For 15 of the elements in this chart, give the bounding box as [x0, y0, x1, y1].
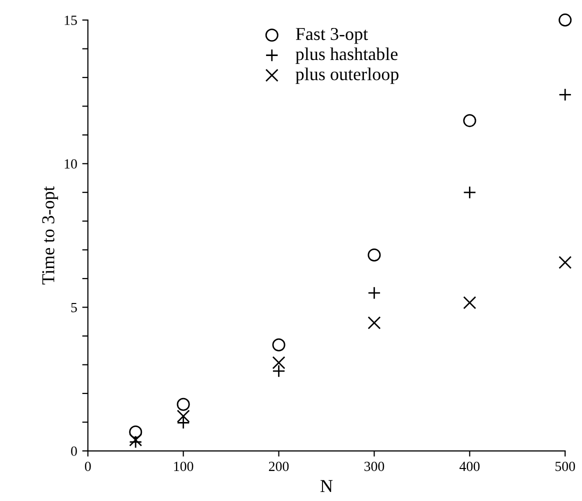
- x-tick-label: 400: [460, 462, 480, 472]
- y-axis-title: Time to 3-opt: [42, 186, 58, 284]
- x-tick-label: 300: [364, 462, 384, 472]
- y-tick-label: 10: [64, 159, 77, 169]
- x-tick-label: 200: [268, 462, 289, 472]
- x-axis-title: N: [320, 480, 333, 492]
- y-tick-label: 5: [71, 303, 77, 312]
- legend-label: plus outerloop: [296, 68, 398, 84]
- y-tick-label: 0: [71, 446, 77, 456]
- legend-label: plus hashtable: [296, 47, 398, 64]
- x-tick-label: 0: [84, 462, 91, 472]
- x-tick-label: 500: [556, 462, 576, 472]
- x-tick-label: 100: [174, 462, 194, 472]
- legend-label: Fast 3-opt: [296, 28, 368, 44]
- y-tick-label: 15: [64, 16, 77, 25]
